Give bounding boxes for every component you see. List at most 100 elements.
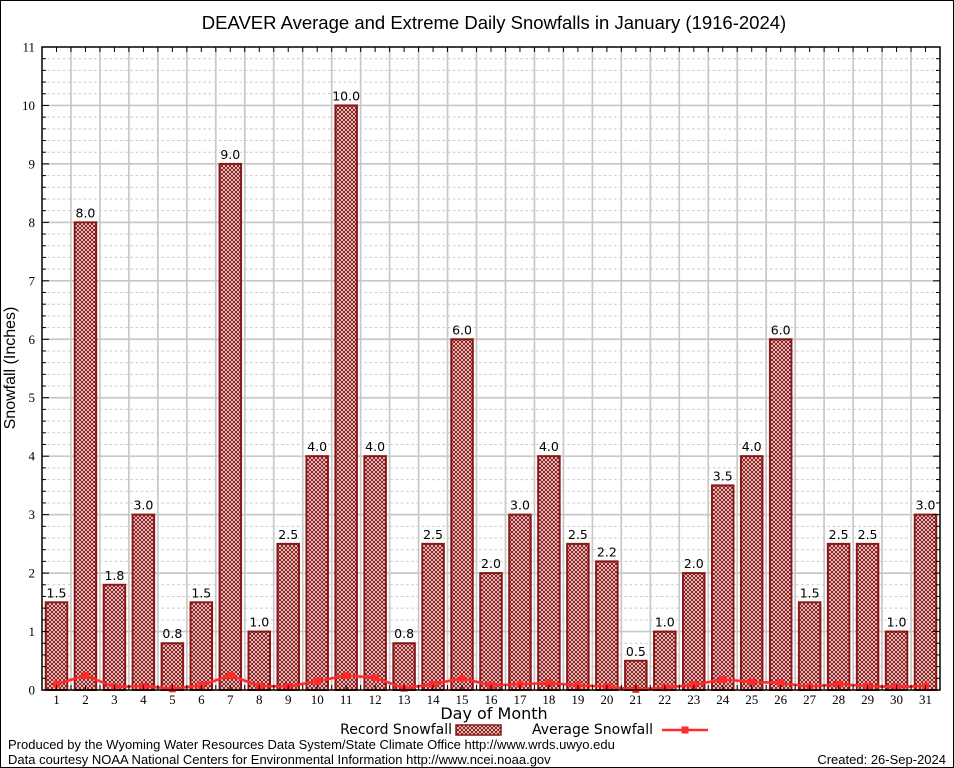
bar-day-13 xyxy=(392,642,416,692)
grid-layer xyxy=(42,47,940,690)
y-tick-label: 10 xyxy=(22,98,35,113)
plot-border xyxy=(41,46,941,691)
x-tick-label: 21 xyxy=(629,692,642,707)
y-tick-label: 4 xyxy=(29,449,36,464)
avg-marker-day-28 xyxy=(835,680,843,688)
chart-title: DEAVER Average and Extreme Daily Snowfal… xyxy=(202,12,786,33)
bar-value-label: 3.5 xyxy=(713,468,733,483)
bar-day-17 xyxy=(508,513,532,691)
bar-day-3 xyxy=(102,583,127,691)
footer-produced-by: Produced by the Wyoming Water Resources … xyxy=(8,737,615,752)
x-tick-label: 29 xyxy=(861,692,874,707)
bar-day-25 xyxy=(739,455,764,691)
bar-value-label: 8.0 xyxy=(76,205,96,220)
bar-value-label: 2.5 xyxy=(829,527,849,542)
bar-value-label: 1.5 xyxy=(191,585,211,600)
avg-marker-day-17 xyxy=(516,680,524,688)
avg-marker-day-15 xyxy=(458,674,466,682)
avg-marker-day-24 xyxy=(719,675,727,683)
bar-day-16 xyxy=(479,572,503,691)
bar-day-31 xyxy=(913,513,938,691)
bar-day-14 xyxy=(421,542,445,692)
y-tick-label: 8 xyxy=(29,215,36,230)
x-axis-title: Day of Month xyxy=(440,704,547,723)
x-tick-label: 9 xyxy=(285,692,292,707)
legend-record-label: Record Snowfall xyxy=(340,722,452,738)
bar-day-11 xyxy=(334,104,358,692)
bar-day-28 xyxy=(826,542,851,692)
footer-data-courtesy: Data courtesy NOAA National Centers for … xyxy=(8,752,551,767)
y-tick-label: 9 xyxy=(29,156,36,171)
y-tick-label: 3 xyxy=(29,507,36,522)
x-tick-label: 16 xyxy=(485,692,499,707)
bar-value-label: 4.0 xyxy=(742,439,762,454)
y-axis-title: Snowfall (Inches) xyxy=(2,307,19,430)
bar-day-30 xyxy=(884,630,909,692)
bar-day-26 xyxy=(768,338,793,691)
y-tick-label: 7 xyxy=(29,273,36,288)
bar-value-label: 3.0 xyxy=(510,498,530,513)
bar-day-23 xyxy=(682,572,706,691)
x-tick-label: 28 xyxy=(832,692,845,707)
bar-day-19 xyxy=(566,542,590,692)
x-tick-label: 20 xyxy=(600,692,613,707)
bar-value-label: 3.0 xyxy=(133,498,153,513)
x-tick-label: 27 xyxy=(803,692,817,707)
bar-value-label: 2.5 xyxy=(278,527,298,542)
bar-value-label: 10.0 xyxy=(332,88,360,103)
x-tick-label: 4 xyxy=(140,692,147,707)
avg-marker-day-23 xyxy=(690,681,698,689)
bar-day-24 xyxy=(710,484,735,691)
bar-value-label: 0.8 xyxy=(394,626,414,641)
bar-day-9 xyxy=(276,542,300,692)
bar-value-label: 2.0 xyxy=(481,556,501,571)
bar-value-label: 1.5 xyxy=(800,585,820,600)
bar-day-5 xyxy=(160,642,185,692)
legend: Record Snowfall Average Snowfall xyxy=(340,722,708,738)
x-tick-label: 19 xyxy=(571,692,584,707)
avg-marker-day-11 xyxy=(342,671,350,679)
x-tick-label: 18 xyxy=(542,692,555,707)
x-tick-label: 11 xyxy=(340,692,353,707)
bar-value-label: 2.2 xyxy=(597,544,617,559)
avg-marker-day-7 xyxy=(226,671,234,679)
avg-marker-day-10 xyxy=(313,677,321,685)
x-tick-label: 23 xyxy=(687,692,700,707)
avg-marker-day-14 xyxy=(429,680,437,688)
x-tick-label: 10 xyxy=(311,692,324,707)
y-tick-label: 1 xyxy=(29,624,36,639)
bar-value-label: 1.0 xyxy=(655,615,675,630)
avg-marker-day-2 xyxy=(81,671,89,679)
bar-value-label: 4.0 xyxy=(365,439,385,454)
x-tick-label: 25 xyxy=(745,692,758,707)
x-tick-label: 13 xyxy=(398,692,411,707)
avg-marker-day-18 xyxy=(545,679,553,687)
x-tick-label: 8 xyxy=(256,692,263,707)
avg-marker-day-26 xyxy=(777,679,785,687)
x-tick-label: 14 xyxy=(427,692,441,707)
bar-day-4 xyxy=(131,513,156,691)
legend-average-label: Average Snowfall xyxy=(532,722,653,738)
bar-value-label: 3.0 xyxy=(916,498,936,513)
y-tick-label: 2 xyxy=(29,566,36,581)
bar-value-label: 1.0 xyxy=(887,615,907,630)
bar-day-18 xyxy=(537,455,561,691)
x-tick-label: 6 xyxy=(198,692,205,707)
x-tick-label: 12 xyxy=(369,692,382,707)
x-tick-label: 5 xyxy=(169,692,176,707)
y-tick-label: 6 xyxy=(29,332,36,347)
x-tick-label: 26 xyxy=(774,692,788,707)
bar-day-7 xyxy=(218,162,243,691)
bar-value-label: 4.0 xyxy=(539,439,559,454)
bars-layer: 1.5 8.0 1.8 3.0 0.8 1.5 9.0 1.0 2.5 4.0 10.0 4.0 0.8… xyxy=(44,88,938,692)
avg-marker-day-25 xyxy=(748,678,756,686)
x-tick-label: 31 xyxy=(919,692,932,707)
footer-created-date: Created: 26-Sep-2024 xyxy=(817,752,946,767)
y-tick-label: 0 xyxy=(29,683,36,698)
legend-record-swatch xyxy=(455,724,502,736)
bar-day-27 xyxy=(797,601,822,691)
x-tick-label: 7 xyxy=(227,692,234,707)
